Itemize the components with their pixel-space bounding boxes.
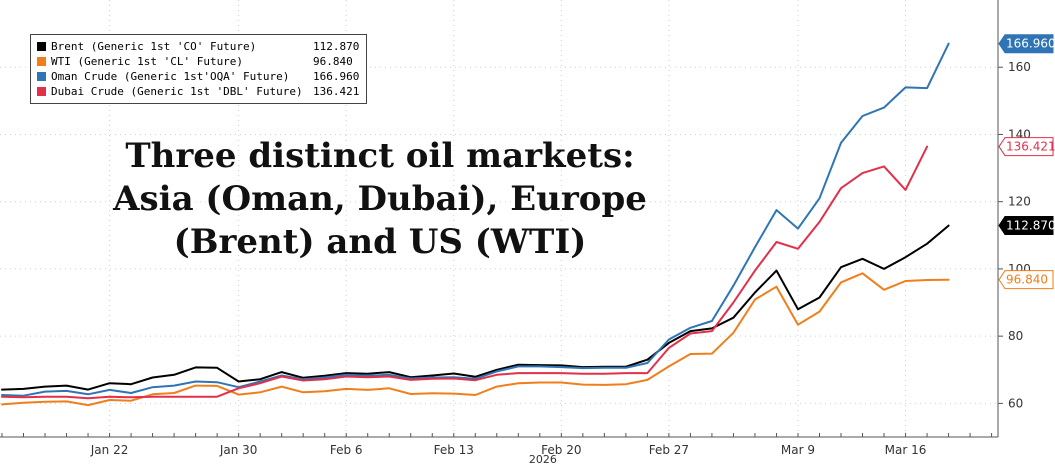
annotation-line-2: Asia (Oman, Dubai), Europe [113,179,647,219]
x-tick-label: Feb 13 [434,443,474,457]
y-tick-label: 60 [1008,396,1023,410]
legend-label-wti: WTI (Generic 1st 'CL' Future) [51,55,244,68]
end-tag-value: 136.421 [1006,140,1055,154]
x-tick-label: Feb 6 [330,443,363,457]
series-line-3 [1,145,929,400]
annotation-line-3: (Brent) and US (WTI) [173,222,587,262]
legend-item-wti: WTI (Generic 1st 'CL' Future) 96.840 [37,54,359,69]
x-tick-label: Jan 30 [219,443,258,457]
end-tag-box [998,34,1054,54]
end-tag-box [998,216,1054,236]
series-layer [1,42,950,407]
x-axis-title: 2026 [529,453,557,466]
end-tag-3: 136.421 [998,137,1055,157]
legend-value-brent: 112.870 [313,40,360,53]
legend-item-oman: Oman Crude (Generic 1st'OQA' Future) 166… [37,69,359,84]
x-tick-label: Feb 20 [541,443,581,457]
legend-label-brent: Brent (Generic 1st 'CO' Future) [51,40,257,53]
annotation-line-1: Three distinct oil markets: [125,136,635,176]
end-tag-value: 96.840 [1006,273,1048,287]
legend-swatch-dubai [37,87,46,96]
legend-label-oman: Oman Crude (Generic 1st'OQA' Future) [51,70,290,83]
legend-item-brent: Brent (Generic 1st 'CO' Future) 112.870 [37,39,359,54]
series-line-1 [1,272,950,407]
x-tick-label: Feb 27 [649,443,689,457]
series-line-0 [1,224,950,391]
end-tag-box [998,137,1054,157]
end-tag-value: 166.960 [1006,37,1055,51]
legend-swatch-brent [37,42,46,51]
x-tick-label: Jan 22 [90,443,129,457]
end-tag-value: 112.870 [1006,219,1055,233]
end-value-tags: 112.870 96.840 166.960 136.421 [998,34,1055,290]
legend-value-dubai: 136.421 [313,85,360,98]
legend-value-oman: 166.960 [313,70,360,83]
legend-swatch-wti [37,57,46,66]
chart-legend: Brent (Generic 1st 'CO' Future) 112.870 … [30,34,368,104]
y-tick-label: 120 [1008,195,1031,209]
x-tick-label: Mar 16 [885,443,927,457]
x-tick-label: Mar 9 [781,443,815,457]
y-tick-label: 80 [1008,329,1023,343]
y-tick-label: 160 [1008,60,1031,74]
legend-value-wti: 96.840 [313,55,353,68]
legend-label-dubai: Dubai Crude (Generic 1st 'DBL' Future) [51,85,303,98]
legend-swatch-oman [37,72,46,81]
end-tag-box [998,270,1054,290]
end-tag-2: 166.960 [998,34,1055,54]
legend-item-dubai: Dubai Crude (Generic 1st 'DBL' Future) 1… [37,84,359,99]
chart-annotation: Three distinct oil markets: Asia (Oman, … [90,135,670,264]
end-tag-0: 112.870 [998,216,1055,236]
series-line-2 [1,42,950,397]
end-tag-1: 96.840 [998,270,1054,290]
